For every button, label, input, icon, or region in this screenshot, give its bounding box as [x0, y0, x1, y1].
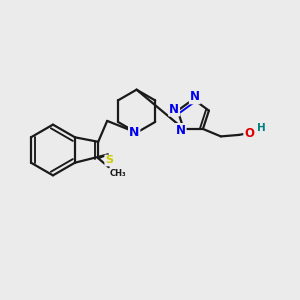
Text: S: S	[105, 155, 113, 166]
Text: CH₃: CH₃	[110, 169, 126, 178]
Text: H: H	[257, 123, 266, 133]
Text: N: N	[169, 103, 179, 116]
Text: N: N	[129, 126, 140, 139]
Text: O: O	[244, 127, 254, 140]
Text: N: N	[176, 124, 186, 137]
Text: N: N	[190, 90, 200, 103]
